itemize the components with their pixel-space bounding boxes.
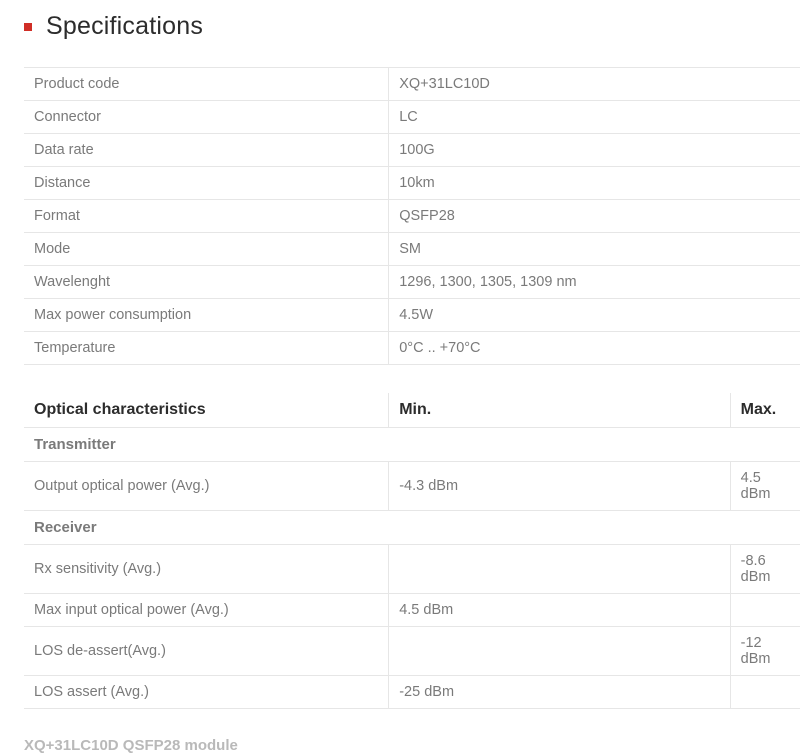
opt-max xyxy=(730,676,800,709)
table-row: LOS assert (Avg.)-25 dBm xyxy=(24,676,800,709)
opt-min xyxy=(389,545,730,594)
spec-label: Wavelenght xyxy=(24,266,389,299)
footer-label: XQ+31LC10D QSFP28 module xyxy=(24,737,800,754)
spec-value: 100G xyxy=(389,134,800,167)
spec-value: 10km xyxy=(389,167,800,200)
section-header: Specifications xyxy=(24,12,800,41)
spec-label: Product code xyxy=(24,68,389,101)
spec-label: Connector xyxy=(24,101,389,134)
table-row: ModeSM xyxy=(24,233,800,266)
optical-header-max: Max. xyxy=(730,393,800,428)
table-row: Max input optical power (Avg.)4.5 dBm xyxy=(24,594,800,627)
opt-max: -12 dBm xyxy=(730,627,800,676)
table-row: Rx sensitivity (Avg.) -8.6 dBm xyxy=(24,545,800,594)
bullet-icon xyxy=(24,23,32,31)
optical-tbody: TransmitterOutput optical power (Avg.)-4… xyxy=(24,428,800,709)
spec-label: Format xyxy=(24,200,389,233)
spec-value: 0°C .. +70°C xyxy=(389,332,800,365)
table-row: LOS de-assert(Avg.) -12 dBm xyxy=(24,627,800,676)
opt-max: -8.6 dBm xyxy=(730,545,800,594)
table-row: Output optical power (Avg.)-4.3 dBm4.5 d… xyxy=(24,462,800,511)
table-row: Distance10km xyxy=(24,167,800,200)
opt-min: -4.3 dBm xyxy=(389,462,730,511)
subheader-label: Receiver xyxy=(24,511,800,545)
table-row: Temperature0°C .. +70°C xyxy=(24,332,800,365)
opt-label: Output optical power (Avg.) xyxy=(24,462,389,511)
optical-header-row: Optical characteristics Min. Max. xyxy=(24,393,800,428)
spec-label: Data rate xyxy=(24,134,389,167)
spec-label: Distance xyxy=(24,167,389,200)
table-row: Data rate100G xyxy=(24,134,800,167)
specifications-tbody: Product codeXQ+31LC10DConnectorLCData ra… xyxy=(24,68,800,365)
spec-label: Max power consumption xyxy=(24,299,389,332)
spec-label: Mode xyxy=(24,233,389,266)
table-row: Wavelenght1296, 1300, 1305, 1309 nm xyxy=(24,266,800,299)
spec-value: QSFP28 xyxy=(389,200,800,233)
table-subheader: Receiver xyxy=(24,511,800,545)
table-row: ConnectorLC xyxy=(24,101,800,134)
table-subheader: Transmitter xyxy=(24,428,800,462)
specifications-table: Product codeXQ+31LC10DConnectorLCData ra… xyxy=(24,67,800,365)
opt-max xyxy=(730,594,800,627)
spec-value: 4.5W xyxy=(389,299,800,332)
section-title: Specifications xyxy=(46,12,203,41)
opt-max: 4.5 dBm xyxy=(730,462,800,511)
table-row: Product codeXQ+31LC10D xyxy=(24,68,800,101)
opt-label: LOS assert (Avg.) xyxy=(24,676,389,709)
spec-label: Temperature xyxy=(24,332,389,365)
opt-min: 4.5 dBm xyxy=(389,594,730,627)
optical-table: Optical characteristics Min. Max. Transm… xyxy=(24,393,800,709)
table-row: FormatQSFP28 xyxy=(24,200,800,233)
optical-header-label: Optical characteristics xyxy=(24,393,389,428)
table-row: Max power consumption4.5W xyxy=(24,299,800,332)
subheader-label: Transmitter xyxy=(24,428,800,462)
spec-value: SM xyxy=(389,233,800,266)
spec-value: XQ+31LC10D xyxy=(389,68,800,101)
opt-label: Max input optical power (Avg.) xyxy=(24,594,389,627)
opt-label: LOS de-assert(Avg.) xyxy=(24,627,389,676)
opt-min: -25 dBm xyxy=(389,676,730,709)
spec-value: LC xyxy=(389,101,800,134)
opt-label: Rx sensitivity (Avg.) xyxy=(24,545,389,594)
optical-header-min: Min. xyxy=(389,393,730,428)
spec-value: 1296, 1300, 1305, 1309 nm xyxy=(389,266,800,299)
opt-min xyxy=(389,627,730,676)
